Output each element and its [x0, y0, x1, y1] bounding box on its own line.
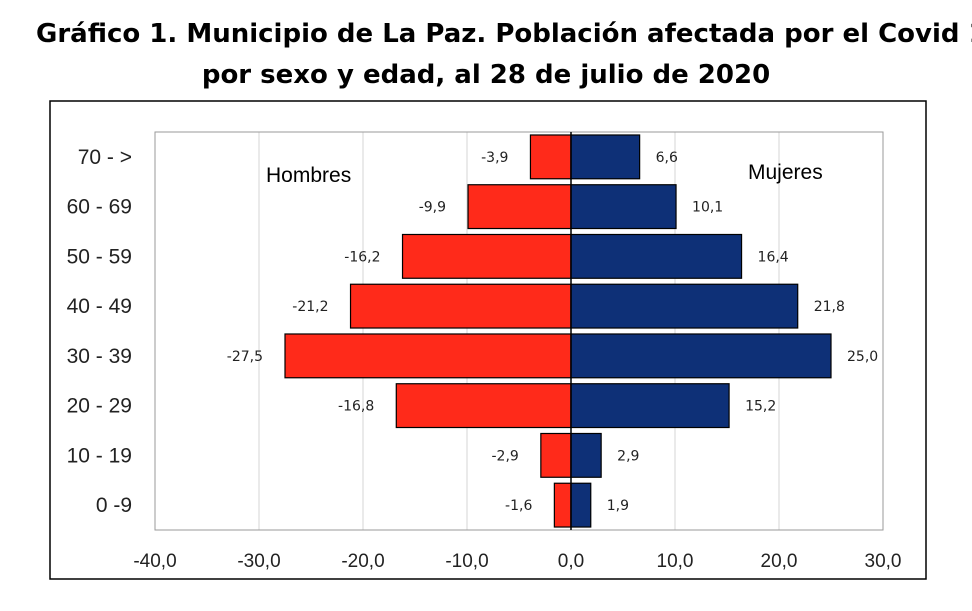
data-label-hombres-7: -3,9 [481, 150, 508, 166]
category-label-1: 10 - 19 [67, 444, 132, 467]
x-tick-label-0: -40,0 [133, 551, 176, 572]
bar-mujeres-2 [570, 383, 730, 429]
data-label-mujeres-7: 6,6 [656, 150, 678, 166]
x-tick-label-3: -10,0 [445, 551, 488, 572]
data-label-mujeres-4: 21,8 [814, 299, 845, 315]
chart-title: Gráfico 1. Municipio de La Paz. Població… [0, 14, 972, 96]
data-labels: -1,6 -2,9 -16,8 -27,5 -21,2 -16,2 -9,9 -3,9 1,9 2… [227, 150, 878, 514]
x-tick-labels: -40,0 -30,0 -20,0 -10,0 0,0 10,0 20,0 30,0 [133, 551, 901, 572]
bar-mujeres-1 [570, 432, 602, 478]
x-tick-label-6: 20,0 [761, 551, 798, 572]
bar-mujeres-3 [570, 333, 832, 379]
x-tick-label-1: -30,0 [237, 551, 280, 572]
bar-mujeres-5 [570, 233, 743, 279]
data-label-mujeres-1: 2,9 [617, 448, 639, 464]
legend-mujeres: Mujeres [748, 161, 823, 184]
bar-hombres-2 [395, 383, 572, 429]
data-label-hombres-6: -9,9 [419, 200, 446, 216]
category-label-0: 0 -9 [96, 494, 132, 517]
bar-mujeres-0 [570, 482, 592, 528]
bar-mujeres-6 [570, 184, 677, 230]
x-tick-label-5: 10,0 [657, 551, 694, 572]
data-label-hombres-2: -16,8 [338, 399, 374, 415]
chart-outer-frame [49, 100, 927, 580]
x-tick-label-7: 30,0 [865, 551, 902, 572]
data-label-mujeres-0: 1,9 [607, 498, 629, 514]
x-tick-label-4: 0,0 [558, 551, 584, 572]
bar-hombres-4 [349, 283, 572, 329]
category-label-4: 40 - 49 [67, 295, 132, 318]
data-label-hombres-5: -16,2 [344, 249, 380, 265]
plot-area-frame [154, 131, 884, 531]
bar-hombres-1 [540, 432, 572, 478]
bars [284, 134, 832, 528]
data-label-mujeres-5: 16,4 [758, 249, 789, 265]
legend-hombres: Hombres [266, 164, 351, 187]
data-label-hombres-3: -27,5 [227, 349, 263, 365]
data-label-mujeres-3: 25,0 [847, 349, 878, 365]
chart-title-line-2: por sexo y edad, al 28 de julio de 2020 [201, 60, 771, 90]
category-label-3: 30 - 39 [67, 345, 132, 368]
bar-hombres-3 [284, 333, 572, 379]
bar-hombres-0 [553, 482, 572, 528]
bar-hombres-7 [529, 134, 572, 180]
data-label-hombres-1: -2,9 [492, 448, 519, 464]
category-label-6: 60 - 69 [67, 196, 132, 219]
data-label-hombres-4: -21,2 [292, 299, 328, 315]
bar-hombres-6 [467, 184, 572, 230]
category-label-5: 50 - 59 [67, 245, 132, 268]
chart-title-line-1: Gráfico 1. Municipio de La Paz. Població… [36, 19, 972, 49]
bar-mujeres-7 [570, 134, 641, 180]
category-labels: 0 -9 10 - 19 20 - 29 30 - 39 40 - 49 50 - 59 6… [67, 146, 132, 517]
data-label-mujeres-2: 15,2 [745, 399, 776, 415]
bar-mujeres-4 [570, 283, 799, 329]
data-label-hombres-0: -1,6 [505, 498, 532, 514]
category-label-7: 70 - > [78, 146, 132, 169]
data-label-mujeres-6: 10,1 [692, 200, 723, 216]
category-label-2: 20 - 29 [67, 395, 132, 418]
x-tick-label-2: -20,0 [341, 551, 384, 572]
bar-hombres-5 [401, 233, 572, 279]
